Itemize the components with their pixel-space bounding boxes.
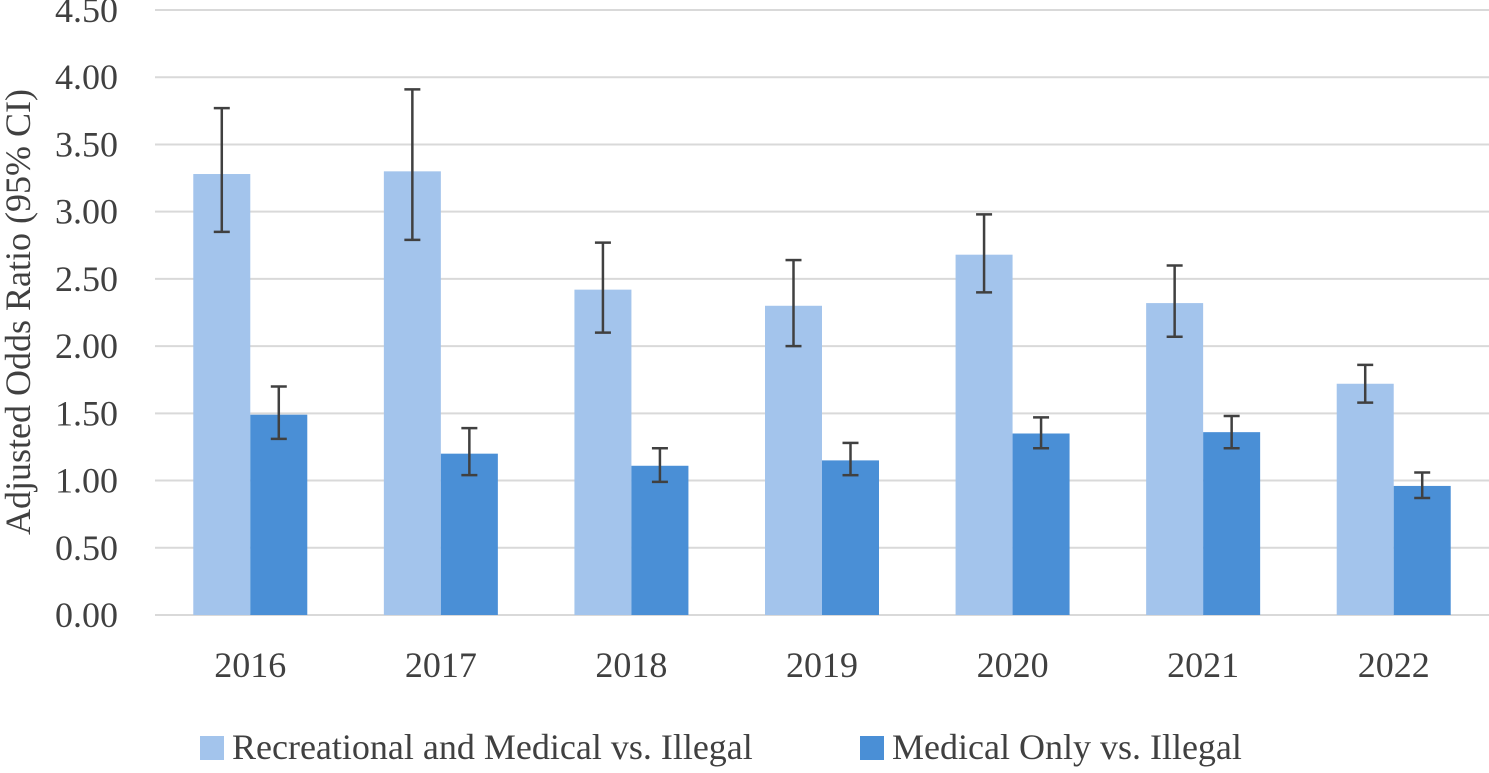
legend-item-series-2: Medical Only vs. Illegal	[860, 727, 1242, 767]
y-axis-tick-labels: 0.00 0.50 1.00 1.50 2.00 2.50 3.00 3.50 4.00 4.50	[55, 0, 118, 635]
y-tick-label: 0.50	[55, 528, 118, 568]
bar-2018-series-2	[631, 465, 689, 615]
error-bar-2017-series-1	[404, 88, 421, 242]
bar-2022-series-2	[1393, 485, 1451, 615]
x-tick-label: 2018	[595, 645, 667, 685]
y-tick-label: 2.50	[55, 259, 118, 299]
x-tick-label: 2016	[214, 645, 286, 685]
y-tick-label: 1.00	[55, 461, 118, 501]
bar-2018-series-1	[574, 289, 632, 615]
y-tick-label: 3.50	[55, 124, 118, 164]
x-axis-tick-labels: 2016 2017 2018 2019 2020 2021 2022	[214, 645, 1429, 685]
bar-2021-series-2	[1203, 432, 1261, 615]
x-tick-label: 2020	[977, 645, 1049, 685]
error-bar-2021-series-2	[1223, 414, 1240, 450]
bars	[193, 171, 1451, 616]
error-bar-2018-series-1	[594, 241, 611, 334]
bar-2020-series-1	[955, 254, 1013, 615]
error-bar-2016-series-2	[270, 385, 287, 441]
legend-label: Medical Only vs. Illegal	[892, 727, 1242, 767]
y-tick-label: 4.50	[55, 0, 118, 30]
error-bar-2021-series-1	[1166, 264, 1183, 338]
error-bar-2019-series-2	[842, 441, 859, 477]
y-tick-label: 1.50	[55, 393, 118, 433]
x-tick-label: 2017	[405, 645, 477, 685]
error-bar-2018-series-2	[651, 447, 668, 484]
bar-2016-series-1	[193, 174, 251, 615]
y-tick-label: 4.00	[55, 57, 118, 97]
bar-2020-series-2	[1012, 433, 1070, 615]
bar-2017-series-2	[440, 453, 498, 615]
bar-2021-series-1	[1146, 303, 1204, 615]
x-tick-label: 2021	[1167, 645, 1239, 685]
error-bar-2019-series-1	[785, 258, 802, 348]
legend-label: Recreational and Medical vs. Illegal	[232, 727, 753, 767]
bar-2019-series-2	[822, 460, 879, 615]
x-tick-label: 2022	[1358, 645, 1430, 685]
bar-2017-series-1	[383, 171, 441, 616]
legend: Recreational and Medical vs. Illegal Medi…	[200, 727, 1242, 767]
x-tick-label: 2019	[786, 645, 858, 685]
error-bars	[213, 88, 1431, 500]
error-bar-2017-series-2	[461, 426, 478, 477]
bar-2016-series-2	[250, 414, 308, 615]
legend-swatch	[200, 736, 224, 760]
y-tick-label: 0.00	[55, 595, 118, 635]
legend-swatch	[860, 736, 884, 760]
y-axis-title: Adjusted Odds Ratio (95% CI)	[0, 89, 38, 535]
y-tick-label: 3.00	[55, 192, 118, 232]
error-bar-2022-series-1	[1357, 363, 1374, 404]
error-bar-2020-series-2	[1033, 416, 1050, 450]
y-tick-label: 2.00	[55, 326, 118, 366]
legend-item-series-1: Recreational and Medical vs. Illegal	[200, 727, 753, 767]
bar-2019-series-1	[765, 305, 822, 615]
error-bar-2016-series-1	[213, 106, 230, 234]
error-bar-2022-series-2	[1414, 471, 1431, 500]
error-bar-2020-series-1	[976, 213, 993, 294]
bar-2022-series-1	[1336, 383, 1394, 615]
